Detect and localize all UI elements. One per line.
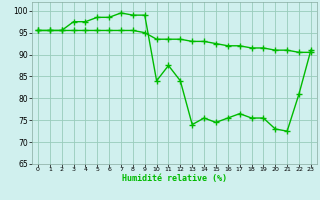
X-axis label: Humidité relative (%): Humidité relative (%) xyxy=(122,174,227,183)
